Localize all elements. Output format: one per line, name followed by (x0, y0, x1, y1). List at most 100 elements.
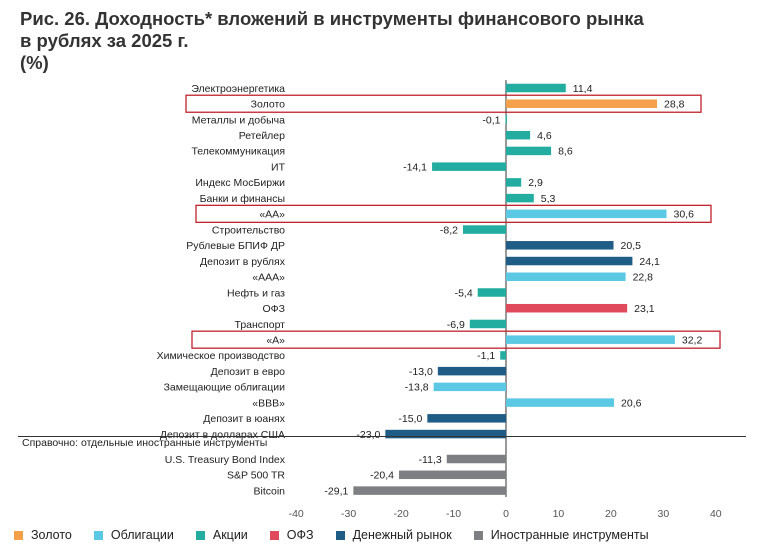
x-tick-0: -40 (289, 508, 304, 520)
row-label-0: Электроэнергетика (191, 83, 285, 95)
row-value-18: -13,0 (409, 366, 433, 378)
ref-row-label-1: S&P 500 TR (227, 470, 285, 482)
ref-row-value-1: -20,4 (370, 470, 394, 482)
ref-row-value-2: -29,1 (324, 485, 348, 497)
row-label-7: Банки и финансы (200, 193, 285, 205)
x-tick-4: 0 (503, 508, 509, 520)
row-value-22: -23,0 (356, 429, 380, 441)
x-tick-3: -10 (446, 508, 461, 520)
ref-row-bar-0 (446, 454, 506, 464)
ref-row-label-2: Bitcoin (253, 485, 285, 497)
row-value-9: -8,2 (440, 224, 458, 236)
legend-item-gold: Золото (14, 528, 72, 542)
row-value-0: 11,4 (573, 83, 593, 95)
row-bar-7 (506, 193, 534, 203)
title-line-1: Рис. 26. Доходность* вложений в инструме… (20, 8, 644, 29)
x-tick-5: 10 (553, 508, 565, 520)
ref-row-value-0: -11,3 (419, 454, 442, 466)
x-tick-8: 40 (710, 508, 722, 520)
row-bar-2 (505, 115, 507, 124)
row-bar-12 (506, 272, 626, 282)
row-label-9: Строительство (212, 224, 285, 236)
row-bar-0 (506, 83, 566, 93)
row-bar-8 (506, 209, 667, 219)
row-bar-22 (385, 429, 506, 439)
row-bar-4 (506, 146, 552, 156)
title-line-2: в рублях за 2025 г. (20, 30, 189, 51)
row-label-13: Нефть и газ (227, 287, 285, 299)
legend-swatch-stocks (195, 530, 205, 540)
chart-legend: Золото Облигации Акции ОФЗ Денежный рынок Ино… (14, 526, 671, 544)
row-value-3: 4,6 (537, 130, 552, 142)
legend-label-stocks: Акции (212, 528, 248, 542)
chart-title: Рис. 26. Доходность* вложений в инструме… (20, 8, 740, 74)
row-value-8: 30,6 (673, 209, 694, 221)
ref-row-bar-1 (399, 470, 506, 480)
row-bar-21 (427, 414, 506, 423)
row-bar-10 (506, 241, 614, 250)
legend-swatch-ofz (269, 530, 279, 540)
ref-row-bar-2 (353, 486, 506, 495)
row-label-20: «ВВВ» (252, 397, 285, 409)
row-highlight-box-1 (185, 94, 702, 113)
legend-item-money: Денежный рынок (335, 528, 452, 542)
reference-note: Справочно: отдельные иностранные инструм… (22, 437, 267, 449)
row-value-4: 8,6 (558, 146, 573, 158)
row-label-18: Депозит в евро (211, 366, 286, 378)
legend-item-bonds: Облигации (93, 528, 174, 542)
row-value-7: 5,3 (541, 193, 556, 205)
row-value-15: -6,9 (447, 319, 465, 331)
row-value-19: -13,8 (405, 382, 429, 394)
legend-item-ofz: ОФЗ (269, 528, 314, 542)
row-value-20: 20,6 (621, 397, 642, 409)
row-bar-11 (506, 256, 633, 266)
legend-label-ofz: ОФЗ (286, 528, 314, 542)
row-bar-9 (462, 225, 506, 234)
row-label-8: «АА» (259, 209, 285, 221)
legend-label-bonds: Облигации (110, 528, 174, 542)
legend-item-foreign: Иностранные инструменты (473, 528, 649, 542)
row-label-10: Рублевые БПИФ ДР (186, 240, 285, 252)
row-bar-18 (437, 366, 506, 376)
legend-label-money: Денежный рынок (352, 528, 452, 542)
row-label-6: Индекс МосБиржи (195, 177, 285, 189)
row-value-6: 2,9 (528, 177, 543, 189)
row-label-17: Химическое производство (157, 350, 286, 362)
row-value-21: -15,0 (398, 413, 422, 425)
row-value-2: -0,1 (482, 114, 500, 126)
row-label-21: Депозит в юанях (203, 413, 285, 425)
row-bar-6 (506, 178, 522, 187)
row-value-11: 24,1 (639, 256, 660, 268)
row-highlight-box-8 (195, 204, 712, 223)
row-value-14: 23,1 (634, 303, 655, 315)
row-label-1: Золото (251, 99, 285, 111)
row-label-16: «А» (266, 334, 285, 346)
row-label-3: Ретейлер (239, 130, 285, 142)
legend-item-stocks: Акции (195, 528, 248, 542)
row-label-5: ИТ (271, 161, 286, 173)
ref-row-label-0: U.S. Treasury Bond Index (165, 454, 286, 466)
row-value-16: 32,2 (682, 334, 703, 346)
legend-swatch-bonds (93, 530, 103, 540)
legend-label-gold: Золото (31, 528, 72, 542)
row-label-11: Депозит в рублях (200, 256, 286, 268)
title-line-3: (%) (20, 52, 49, 73)
row-bar-15 (469, 319, 506, 329)
row-value-17: -1,1 (477, 350, 495, 362)
row-label-15: Транспорт (235, 319, 286, 331)
x-tick-7: 30 (658, 508, 670, 520)
bar-chart: Электроэнергетика 11,4 Золото 28,8 Металлы и… (18, 80, 746, 520)
row-label-14: ОФЗ (263, 303, 286, 315)
row-bar-19 (433, 382, 506, 392)
row-bar-1 (506, 99, 658, 108)
row-bar-5 (432, 162, 506, 171)
legend-swatch-foreign (473, 530, 483, 540)
row-value-12: 22,8 (633, 272, 654, 284)
row-bar-16 (506, 335, 675, 344)
row-value-1: 28,8 (664, 99, 685, 111)
row-label-19: Замещающие облигации (164, 382, 286, 394)
row-bar-17 (500, 351, 506, 360)
x-tick-1: -30 (341, 508, 356, 520)
row-bar-3 (506, 130, 531, 140)
legend-swatch-money (335, 530, 345, 540)
